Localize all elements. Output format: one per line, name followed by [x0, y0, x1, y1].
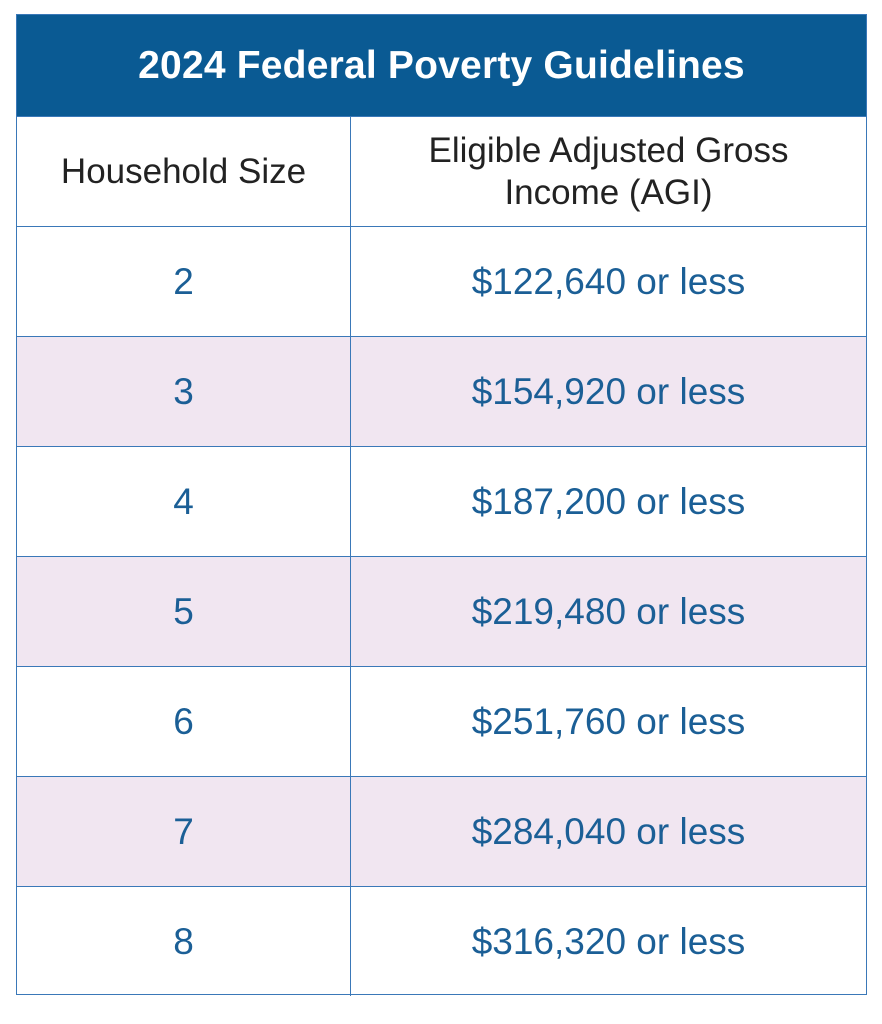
household-size-cell: 2 — [17, 227, 351, 336]
table-row: 5 $219,480 or less — [17, 556, 866, 666]
poverty-guidelines-table: 2024 Federal Poverty Guidelines Househol… — [16, 14, 867, 996]
income-cell: $316,320 or less — [471, 920, 746, 962]
income-cell: $154,920 or less — [471, 370, 746, 412]
table-row: 8 $316,320 or less — [17, 886, 866, 996]
table-row: 3 $154,920 or less — [17, 336, 866, 446]
table-title: 2024 Federal Poverty Guidelines — [17, 15, 866, 116]
household-size-cell: 5 — [17, 557, 351, 666]
table-row: 6 $251,760 or less — [17, 666, 866, 776]
table-row: 7 $284,040 or less — [17, 776, 866, 886]
income-cell: $187,200 or less — [471, 480, 746, 522]
income-cell: $284,040 or less — [471, 810, 746, 852]
header-agi: Eligible Adjusted Gross Income (AGI) — [428, 130, 789, 212]
income-cell: $251,760 or less — [471, 700, 746, 742]
household-size-cell: 6 — [17, 667, 351, 776]
header-household-size: Household Size — [17, 117, 351, 226]
table-header-row: Household Size Eligible Adjusted Gross I… — [17, 116, 866, 226]
income-cell: $122,640 or less — [471, 260, 746, 302]
household-size-cell: 8 — [17, 887, 351, 996]
household-size-cell: 7 — [17, 777, 351, 886]
household-size-cell: 3 — [17, 337, 351, 446]
table-row: 2 $122,640 or less — [17, 226, 866, 336]
income-cell: $219,480 or less — [471, 590, 746, 632]
household-size-cell: 4 — [17, 447, 351, 556]
table-row: 4 $187,200 or less — [17, 446, 866, 556]
